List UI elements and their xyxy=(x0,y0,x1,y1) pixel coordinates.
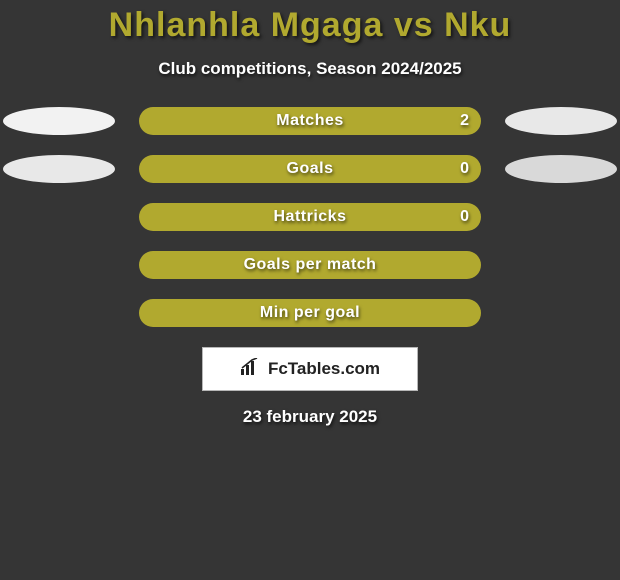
stat-row: Min per goal xyxy=(0,299,620,327)
left-ellipse xyxy=(3,155,115,183)
brand-box: FcTables.com xyxy=(202,347,418,391)
stat-value: 2 xyxy=(460,112,469,130)
stats-list: Matches2Goals0Hattricks0Goals per matchM… xyxy=(0,107,620,327)
stat-bar: Matches2 xyxy=(139,107,481,135)
stat-label: Goals per match xyxy=(139,256,481,274)
comparison-card: Nhlanhla Mgaga vs Nku Club competitions,… xyxy=(0,0,620,427)
bar-chart-icon xyxy=(240,358,262,381)
right-ellipse xyxy=(505,155,617,183)
stat-label: Min per goal xyxy=(139,304,481,322)
stat-label: Matches xyxy=(139,112,481,130)
stat-value: 0 xyxy=(460,160,469,178)
left-ellipse xyxy=(3,107,115,135)
stat-bar: Goals0 xyxy=(139,155,481,183)
stat-bar: Hattricks0 xyxy=(139,203,481,231)
footer-date: 23 february 2025 xyxy=(0,407,620,427)
stat-row: Goals0 xyxy=(0,155,620,183)
brand-label: FcTables.com xyxy=(240,358,380,381)
stat-row: Matches2 xyxy=(0,107,620,135)
page-subtitle: Club competitions, Season 2024/2025 xyxy=(0,59,620,79)
stat-label: Hattricks xyxy=(139,208,481,226)
stat-value: 0 xyxy=(460,208,469,226)
stat-row: Goals per match xyxy=(0,251,620,279)
page-title: Nhlanhla Mgaga vs Nku xyxy=(0,6,620,45)
stat-row: Hattricks0 xyxy=(0,203,620,231)
brand-text: FcTables.com xyxy=(268,359,380,379)
stat-bar: Min per goal xyxy=(139,299,481,327)
stat-label: Goals xyxy=(139,160,481,178)
right-ellipse xyxy=(505,107,617,135)
stat-bar: Goals per match xyxy=(139,251,481,279)
